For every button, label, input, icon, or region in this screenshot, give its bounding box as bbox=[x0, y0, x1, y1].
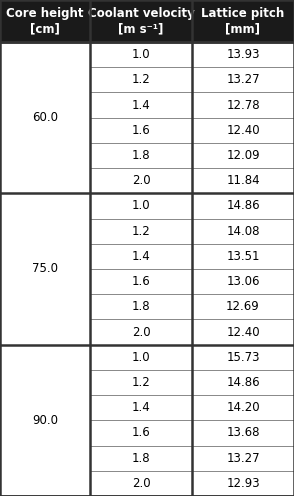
Bar bbox=[0, 219, 294, 244]
Text: 1.4: 1.4 bbox=[132, 99, 150, 112]
Text: 2.0: 2.0 bbox=[132, 174, 150, 187]
Text: 1.4: 1.4 bbox=[132, 401, 150, 414]
Text: 14.86: 14.86 bbox=[226, 376, 260, 389]
Text: 1.4: 1.4 bbox=[132, 250, 150, 263]
Bar bbox=[0, 118, 294, 143]
Bar bbox=[0, 143, 294, 168]
Text: Lattice pitch
[mm]: Lattice pitch [mm] bbox=[201, 6, 285, 36]
Text: 12.09: 12.09 bbox=[226, 149, 260, 162]
Text: 60.0: 60.0 bbox=[32, 111, 58, 124]
Text: 1.2: 1.2 bbox=[132, 376, 150, 389]
Bar bbox=[0, 269, 294, 294]
Text: 75.0: 75.0 bbox=[32, 262, 58, 275]
Text: 1.0: 1.0 bbox=[132, 199, 150, 212]
Text: Core height
[cm]: Core height [cm] bbox=[6, 6, 84, 36]
Bar bbox=[0, 345, 294, 370]
Bar bbox=[0, 92, 294, 118]
Text: 1.8: 1.8 bbox=[132, 149, 150, 162]
Text: 90.0: 90.0 bbox=[32, 414, 58, 427]
Text: 13.27: 13.27 bbox=[226, 73, 260, 86]
Text: 15.73: 15.73 bbox=[226, 351, 260, 364]
Bar bbox=[0, 0, 294, 42]
Text: 2.0: 2.0 bbox=[132, 325, 150, 339]
Bar bbox=[0, 471, 294, 496]
Bar bbox=[0, 42, 294, 67]
Text: 14.86: 14.86 bbox=[226, 199, 260, 212]
Text: 12.93: 12.93 bbox=[226, 477, 260, 490]
Text: 12.40: 12.40 bbox=[226, 325, 260, 339]
Text: 1.2: 1.2 bbox=[132, 73, 150, 86]
Text: Coolant velocity
[m s⁻¹]: Coolant velocity [m s⁻¹] bbox=[88, 6, 194, 36]
Text: 13.68: 13.68 bbox=[226, 427, 260, 439]
Text: 1.2: 1.2 bbox=[132, 225, 150, 238]
Bar bbox=[0, 395, 294, 420]
Text: 1.0: 1.0 bbox=[132, 48, 150, 61]
Bar bbox=[0, 420, 294, 445]
Text: 13.51: 13.51 bbox=[226, 250, 260, 263]
Text: 1.0: 1.0 bbox=[132, 351, 150, 364]
Bar bbox=[0, 319, 294, 345]
Text: 1.6: 1.6 bbox=[132, 275, 150, 288]
Text: 1.6: 1.6 bbox=[132, 124, 150, 137]
Bar bbox=[0, 193, 294, 219]
Text: 1.6: 1.6 bbox=[132, 427, 150, 439]
Bar bbox=[0, 294, 294, 319]
Text: 11.84: 11.84 bbox=[226, 174, 260, 187]
Text: 12.69: 12.69 bbox=[226, 301, 260, 313]
Text: 1.8: 1.8 bbox=[132, 301, 150, 313]
Text: 13.27: 13.27 bbox=[226, 452, 260, 465]
Text: 13.06: 13.06 bbox=[226, 275, 260, 288]
Text: 12.78: 12.78 bbox=[226, 99, 260, 112]
Text: 13.93: 13.93 bbox=[226, 48, 260, 61]
Text: 14.20: 14.20 bbox=[226, 401, 260, 414]
Text: 2.0: 2.0 bbox=[132, 477, 150, 490]
Bar bbox=[0, 67, 294, 92]
Bar bbox=[0, 445, 294, 471]
Text: 1.8: 1.8 bbox=[132, 452, 150, 465]
Bar bbox=[0, 168, 294, 193]
Text: 12.40: 12.40 bbox=[226, 124, 260, 137]
Text: 14.08: 14.08 bbox=[226, 225, 260, 238]
Bar bbox=[0, 370, 294, 395]
Bar bbox=[0, 244, 294, 269]
